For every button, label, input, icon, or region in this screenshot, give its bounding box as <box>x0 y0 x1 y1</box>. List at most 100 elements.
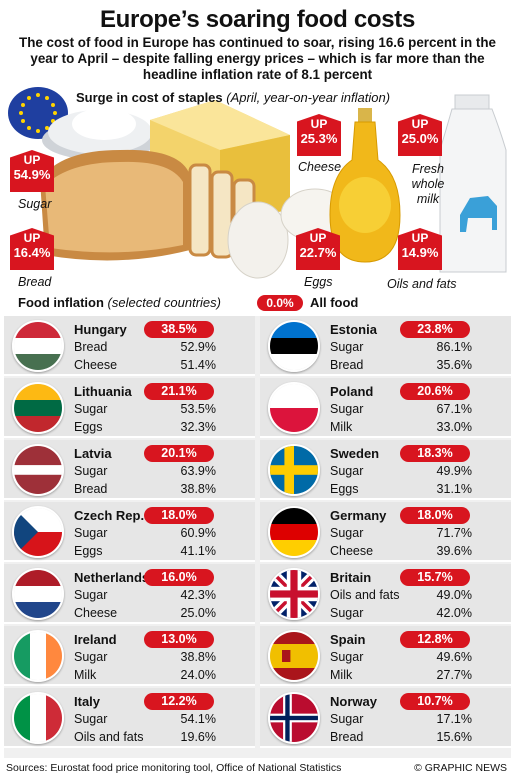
item-label: Bread <box>330 730 364 744</box>
item-value: 54.1% <box>180 712 216 726</box>
item-value: 38.8% <box>180 650 216 664</box>
sweden-flag-icon <box>268 444 320 496</box>
item-label: Cheese <box>330 544 374 558</box>
all-food-value: 18.3% <box>400 445 470 462</box>
country-card-czech: Czech Rep. 18.0% Sugar 60.9% Eggs 41.1% <box>4 502 255 562</box>
item-value: 27.7% <box>436 668 472 682</box>
item-label: Sugar <box>74 464 108 478</box>
norway-flag-icon <box>268 692 320 744</box>
sugar-tag: UP 54.9% <box>10 150 54 192</box>
item-value: 53.5% <box>180 402 216 416</box>
credit: © GRAPHIC NEWS <box>414 762 507 774</box>
hungary-flag-icon <box>12 320 64 372</box>
all-food-value: 21.1% <box>144 383 214 400</box>
country-name: Lithuania <box>74 384 132 399</box>
item-label: Bread <box>74 340 108 354</box>
item-label: Oils and fats <box>330 588 400 602</box>
country-card-norway: Norway 10.7% Sugar 17.1% Bread 15.6% <box>260 688 511 748</box>
item-value: 17.1% <box>436 712 472 726</box>
country-panel: Hungary 38.5% Bread 52.9% Cheese 51.4% L… <box>4 316 511 758</box>
germany-flag-icon <box>268 506 320 558</box>
all-food-value: 20.1% <box>144 445 214 462</box>
country-card-germany: Germany 18.0% Sugar 71.7% Cheese 39.6% <box>260 502 511 562</box>
country-name: Sweden <box>330 446 380 461</box>
country-name: Italy <box>74 694 101 709</box>
all-food-value: 10.7% <box>400 693 470 710</box>
sources-note: Sources: Eurostat food price monitoring … <box>6 762 342 774</box>
cheese-label: Cheese <box>298 160 342 174</box>
item-value: 49.6% <box>436 650 472 664</box>
country-name: Ireland <box>74 632 117 647</box>
item-value: 51.4% <box>180 358 216 372</box>
item-label: Sugar <box>74 402 108 416</box>
item-label: Cheese <box>74 358 118 372</box>
item-label: Sugar <box>330 402 364 416</box>
spain-flag-icon <box>268 630 320 682</box>
country-name: Poland <box>330 384 374 399</box>
item-label: Sugar <box>330 340 364 354</box>
milk-label: Fresh whole milk <box>411 162 445 206</box>
cheese-tag: UP 25.3% <box>297 114 341 156</box>
eggs-label: Eggs <box>304 275 333 289</box>
country-name: Netherlands <box>74 570 150 585</box>
item-label: Sugar <box>74 712 108 726</box>
item-value: 15.6% <box>436 730 472 744</box>
item-value: 39.6% <box>436 544 472 558</box>
item-value: 49.0% <box>436 588 472 602</box>
item-value: 42.3% <box>180 588 216 602</box>
item-label: Sugar <box>74 588 108 602</box>
staples-heading: Surge in cost of staples (April, year-on… <box>76 90 391 105</box>
country-name: Spain <box>330 632 366 647</box>
item-value: 41.1% <box>180 544 216 558</box>
item-value: 86.1% <box>436 340 472 354</box>
all-food-value: 20.6% <box>400 383 470 400</box>
item-label: Sugar <box>330 650 364 664</box>
czech-flag-icon <box>12 506 64 558</box>
page-subtitle: The cost of food in Europe has continued… <box>19 35 496 82</box>
item-value: 33.0% <box>436 420 472 434</box>
legend-all-food-label: All food <box>310 295 359 310</box>
item-label: Eggs <box>74 420 103 434</box>
country-name: Germany <box>330 508 387 523</box>
item-value: 19.6% <box>180 730 216 744</box>
item-label: Bread <box>330 358 364 372</box>
country-name: Czech Rep. <box>74 508 145 523</box>
latvia-flag-icon <box>12 444 64 496</box>
all-food-value: 12.2% <box>144 693 214 710</box>
item-label: Sugar <box>330 464 364 478</box>
item-value: 35.6% <box>436 358 472 372</box>
item-value: 25.0% <box>180 606 216 620</box>
item-label: Bread <box>74 482 108 496</box>
country-name: Norway <box>330 694 377 709</box>
country-card-hungary: Hungary 38.5% Bread 52.9% Cheese 51.4% <box>4 316 255 376</box>
item-label: Milk <box>330 668 353 682</box>
item-label: Sugar <box>74 650 108 664</box>
estonia-flag-icon <box>268 320 320 372</box>
netherlands-flag-icon <box>12 568 64 620</box>
all-food-value: 16.0% <box>144 569 214 586</box>
item-label: Eggs <box>74 544 103 558</box>
all-food-value: 18.0% <box>144 507 214 524</box>
item-value: 32.3% <box>180 420 216 434</box>
country-card-estonia: Estonia 23.8% Sugar 86.1% Bread 35.6% <box>260 316 511 376</box>
food-inflation-heading: Food inflation (selected countries) <box>18 295 221 310</box>
country-name: Britain <box>330 570 372 585</box>
item-value: 42.0% <box>436 606 472 620</box>
item-value: 71.7% <box>436 526 472 540</box>
item-value: 67.1% <box>436 402 472 416</box>
milk-bottle-icon <box>439 94 507 273</box>
oil-bottle-icon <box>329 108 401 263</box>
country-card-lithuania: Lithuania 21.1% Sugar 53.5% Eggs 32.3% <box>4 378 255 438</box>
country-card-spain: Spain 12.8% Sugar 49.6% Milk 27.7% <box>260 626 511 686</box>
all-food-value: 38.5% <box>144 321 214 338</box>
ireland-flag-icon <box>12 630 64 682</box>
country-name: Hungary <box>74 322 127 337</box>
item-value: 49.9% <box>436 464 472 478</box>
all-food-value: 13.0% <box>144 631 214 648</box>
all-food-value: 15.7% <box>400 569 470 586</box>
item-label: Cheese <box>74 606 118 620</box>
all-food-value: 12.8% <box>400 631 470 648</box>
britain-flag-icon <box>268 568 320 620</box>
item-label: Eggs <box>330 482 359 496</box>
item-value: 60.9% <box>180 526 216 540</box>
